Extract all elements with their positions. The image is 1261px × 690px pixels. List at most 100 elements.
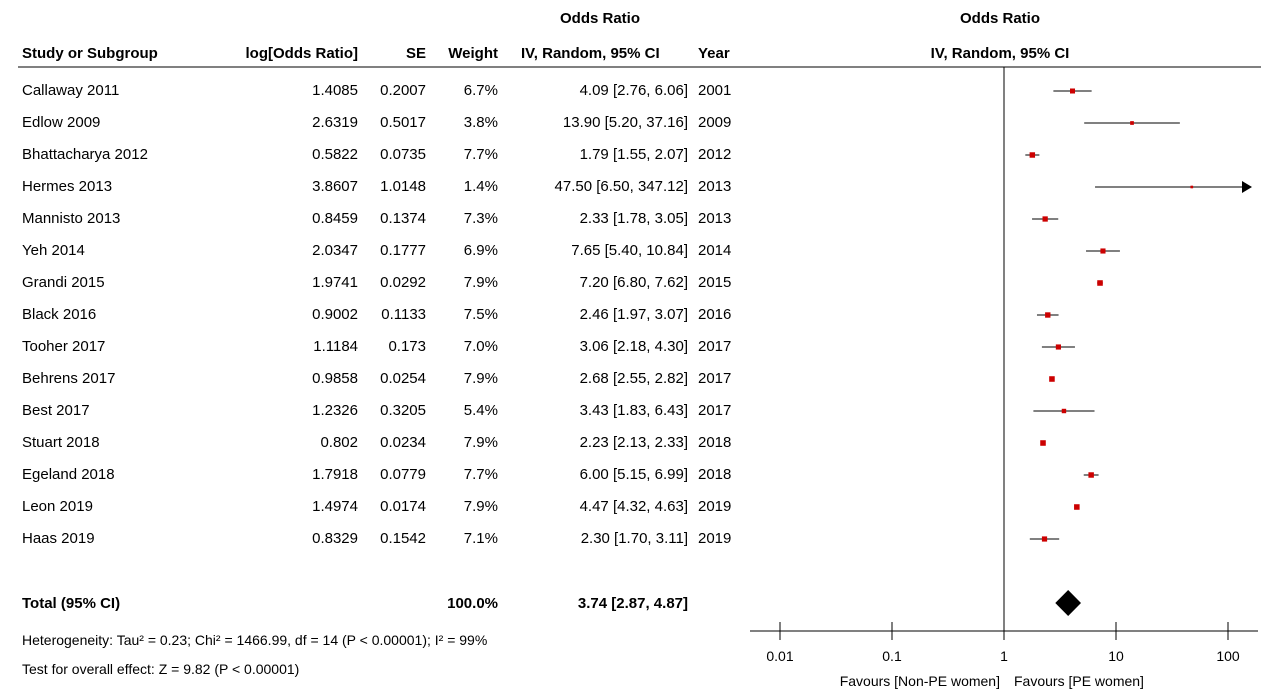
x-tick-label: 10 (1108, 648, 1124, 664)
study-se: 0.0174 (380, 498, 426, 515)
study-ci: 2.33 [1.78, 3.05] (579, 210, 688, 227)
study-year: 2019 (698, 530, 732, 547)
study-year: 2015 (698, 274, 732, 291)
study-name: Behrens 2017 (22, 370, 116, 387)
favours-left-label: Favours [Non-PE women] (839, 673, 1000, 689)
point-estimate (1049, 376, 1055, 382)
study-se: 0.1133 (381, 306, 426, 323)
study-year: 2013 (698, 178, 732, 195)
study-weight: 7.9% (463, 498, 498, 515)
study-ci: 2.23 [2.13, 2.33] (579, 434, 688, 451)
header-year: Year (698, 45, 730, 62)
header-group-left: Odds Ratio (559, 10, 640, 27)
x-tick-label: 100 (1216, 648, 1240, 664)
study-ci: 13.90 [5.20, 37.16] (562, 114, 688, 131)
study-name: Black 2016 (22, 306, 97, 323)
study-weight: 7.3% (463, 210, 498, 227)
study-name: Edlow 2009 (22, 114, 101, 131)
study-log-or: 0.8329 (312, 530, 358, 547)
point-estimate (1029, 152, 1036, 158)
point-estimate (1088, 472, 1094, 478)
study-se: 0.0779 (380, 466, 426, 483)
study-log-or: 1.2326 (312, 402, 358, 419)
point-estimate (1042, 216, 1048, 222)
study-log-or: 0.5822 (312, 146, 358, 163)
point-estimate (1070, 88, 1076, 94)
study-ci: 2.46 [1.97, 3.07] (579, 306, 688, 323)
header-se: SE (405, 45, 426, 62)
study-se: 0.0735 (380, 146, 426, 163)
study-log-or: 0.802 (320, 434, 358, 451)
study-ci: 4.09 [2.76, 6.06] (579, 82, 688, 99)
point-estimate (1130, 121, 1134, 125)
study-se: 0.1542 (380, 530, 426, 547)
study-log-or: 1.4085 (312, 82, 358, 99)
point-estimate (1055, 344, 1061, 350)
study-name: Haas 2019 (22, 530, 95, 547)
study-se: 0.173 (388, 338, 426, 355)
x-tick-label: 0.01 (766, 648, 794, 664)
study-name: Egeland 2018 (22, 466, 115, 483)
study-name: Grandi 2015 (22, 274, 105, 291)
study-log-or: 2.6319 (312, 114, 358, 131)
x-tick-label: 1 (1000, 648, 1008, 664)
study-se: 0.0234 (380, 434, 426, 451)
header-weight: Weight (448, 45, 498, 62)
study-se: 1.0148 (380, 178, 426, 195)
study-ci: 47.50 [6.50, 347.12] (554, 178, 688, 195)
point-estimate (1045, 312, 1051, 318)
ci-arrow (1242, 181, 1252, 193)
study-log-or: 0.9002 (312, 306, 358, 323)
study-name: Mannisto 2013 (22, 210, 121, 227)
study-name: Tooher 2017 (22, 338, 106, 355)
study-log-or: 0.8459 (312, 210, 358, 227)
summary-diamond (1055, 590, 1082, 616)
study-year: 2014 (698, 242, 732, 259)
study-log-or: 1.9741 (312, 274, 358, 291)
point-estimate (1100, 248, 1106, 254)
point-estimate (1041, 536, 1048, 542)
study-weight: 7.1% (463, 530, 498, 547)
study-name: Stuart 2018 (22, 434, 100, 451)
study-se: 0.5017 (380, 114, 426, 131)
study-year: 2001 (698, 82, 732, 99)
study-weight: 7.9% (463, 434, 498, 451)
overall-effect-text: Test for overall effect: Z = 9.82 (P < 0… (22, 661, 300, 677)
study-weight: 1.4% (463, 178, 498, 195)
study-year: 2018 (698, 466, 732, 483)
study-name: Best 2017 (22, 402, 90, 419)
header-plot-method: IV, Random, 95% CI (930, 45, 1070, 62)
study-weight: 7.9% (463, 370, 498, 387)
header-group-right: Odds Ratio (959, 10, 1040, 27)
study-ci: 3.06 [2.18, 4.30] (579, 338, 688, 355)
study-name: Callaway 2011 (22, 82, 120, 99)
study-log-or: 0.9858 (312, 370, 358, 387)
total-weight: 100.0% (447, 595, 498, 612)
study-weight: 3.8% (463, 114, 498, 131)
study-log-or: 3.8607 (312, 178, 358, 195)
study-year: 2012 (698, 146, 732, 163)
point-estimate (1061, 408, 1067, 414)
study-ci: 6.00 [5.15, 6.99] (579, 466, 688, 483)
point-estimate (1097, 280, 1103, 286)
favours-right-label: Favours [PE women] (1014, 673, 1144, 689)
study-year: 2016 (698, 306, 732, 323)
study-weight: 7.9% (463, 274, 498, 291)
study-weight: 6.9% (463, 242, 498, 259)
study-log-or: 1.4974 (312, 498, 358, 515)
study-ci: 2.30 [1.70, 3.11] (580, 530, 688, 547)
study-se: 0.0292 (380, 274, 426, 291)
study-weight: 7.7% (463, 146, 498, 163)
point-estimate (1074, 504, 1080, 510)
study-se: 0.1374 (380, 210, 426, 227)
study-year: 2018 (698, 434, 732, 451)
study-year: 2017 (698, 370, 732, 387)
study-log-or: 1.1184 (313, 338, 358, 355)
study-ci: 7.65 [5.40, 10.84] (571, 242, 688, 259)
study-weight: 7.7% (463, 466, 498, 483)
study-weight: 7.0% (463, 338, 498, 355)
study-se: 0.3205 (380, 402, 426, 419)
total-label: Total (95% CI) (22, 595, 121, 612)
study-ci: 7.20 [6.80, 7.62] (579, 274, 688, 291)
